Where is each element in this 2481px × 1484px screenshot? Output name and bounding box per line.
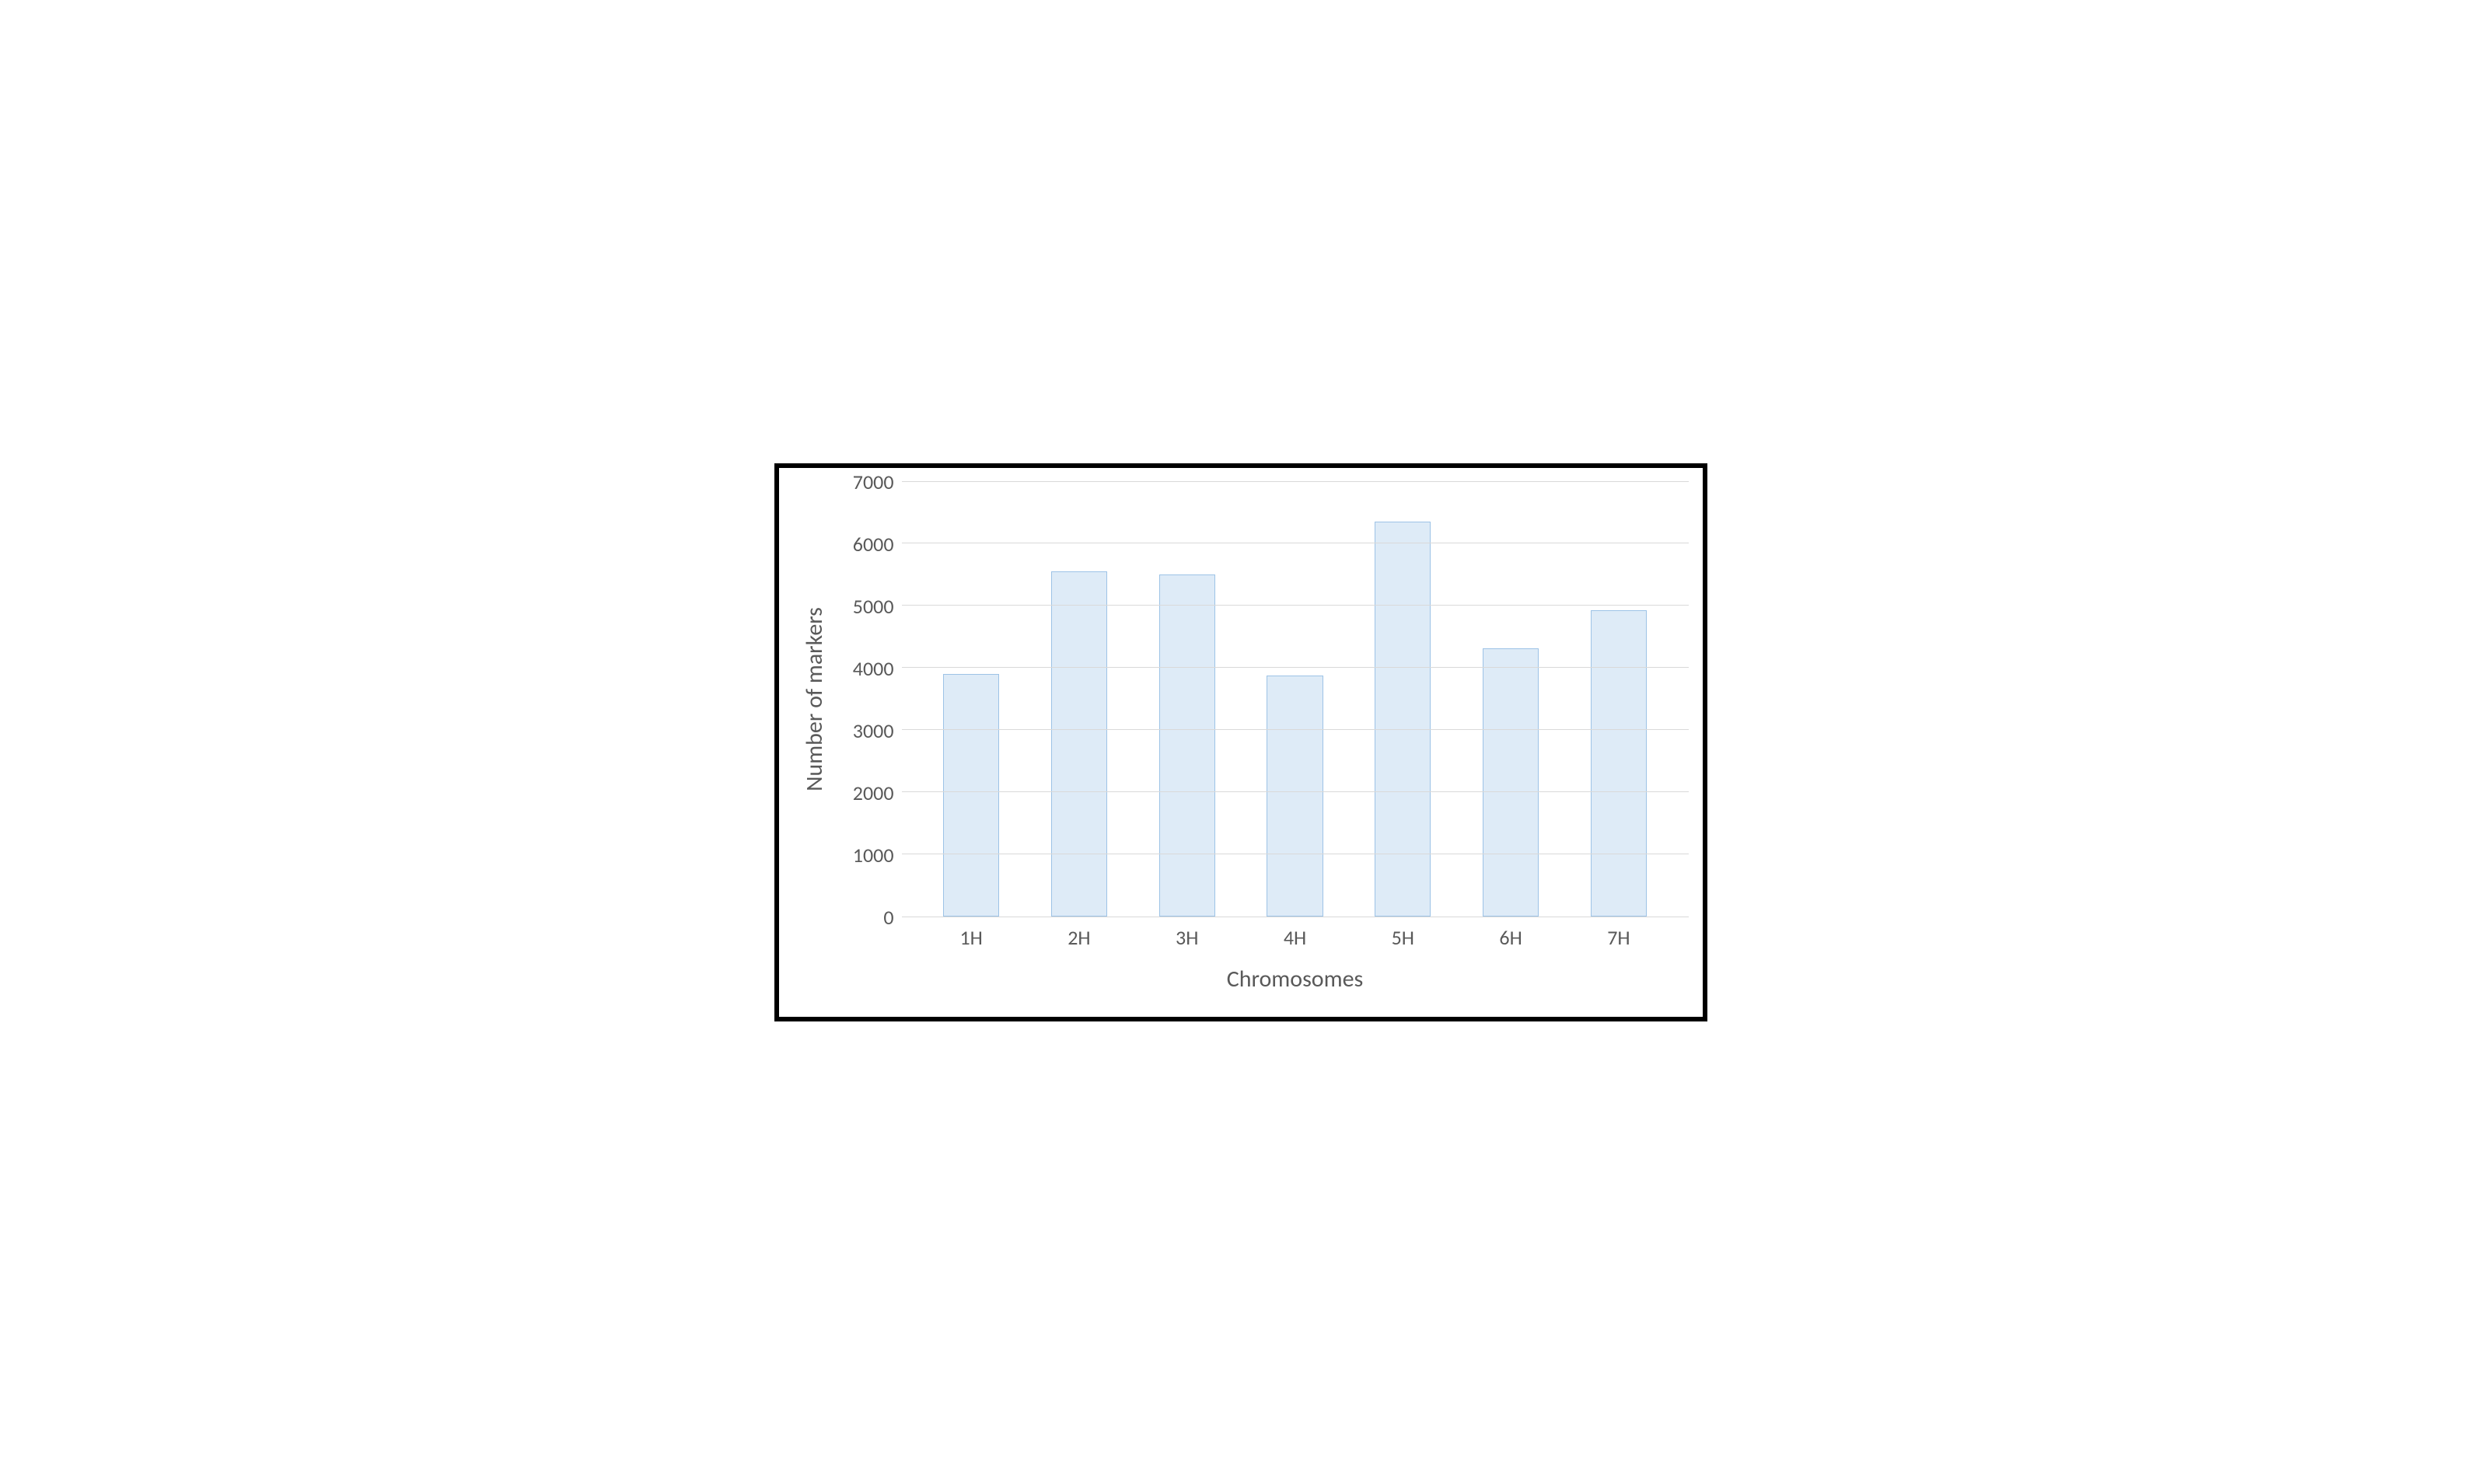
gridline: [902, 605, 1689, 606]
bar-slot: [1349, 482, 1457, 917]
y-tick-label: 4000: [853, 656, 894, 681]
y-axis-labels: 01000200030004000500060007000: [836, 482, 902, 917]
gridline: [902, 791, 1689, 792]
bar-slot: [1565, 482, 1673, 917]
bar: [1267, 676, 1323, 917]
bar: [1591, 610, 1647, 917]
x-tick-label: 2H: [1026, 917, 1134, 960]
x-tick-label: 4H: [1241, 917, 1349, 960]
x-axis-labels: 1H2H3H4H5H6H7H: [902, 917, 1689, 960]
bar-slot: [917, 482, 1026, 917]
y-axis-title: Number of markers: [800, 607, 829, 791]
y-tick-label: 3000: [853, 718, 894, 743]
bar: [943, 674, 999, 916]
bar: [1483, 648, 1539, 917]
bar-slot: [1133, 482, 1241, 917]
y-tick-label: 5000: [853, 594, 894, 619]
bar: [1375, 522, 1431, 916]
x-axis-title: Chromosomes: [902, 960, 1689, 1003]
x-tick-label: 5H: [1349, 917, 1457, 960]
y-axis-title-wrap: Number of markers: [793, 482, 836, 917]
gridline: [902, 481, 1689, 482]
y-tick-label: 1000: [853, 843, 894, 868]
chart-container: Number of markers 0 1000 2000 3000 4000 5000 6…: [793, 482, 1689, 1003]
plot-area: [902, 482, 1689, 917]
bar-slot: [1457, 482, 1565, 917]
bars-group: [902, 482, 1689, 917]
x-tick-label: 1H: [917, 917, 1026, 960]
bar-slot: [1241, 482, 1349, 917]
x-tick-label: 7H: [1565, 917, 1673, 960]
bar-slot: [1026, 482, 1134, 917]
gridline: [902, 667, 1689, 668]
y-tick-label: 2000: [853, 780, 894, 805]
bar: [1159, 574, 1215, 916]
y-tick-label: 0: [883, 905, 893, 930]
x-tick-label: 3H: [1133, 917, 1241, 960]
chart-frame: Number of markers 0 1000 2000 3000 4000 5000 6…: [774, 463, 1707, 1021]
x-tick-label: 6H: [1457, 917, 1565, 960]
bar: [1051, 571, 1107, 916]
gridline: [902, 729, 1689, 730]
y-tick-label: 7000: [853, 470, 894, 494]
y-tick-label: 6000: [853, 532, 894, 557]
